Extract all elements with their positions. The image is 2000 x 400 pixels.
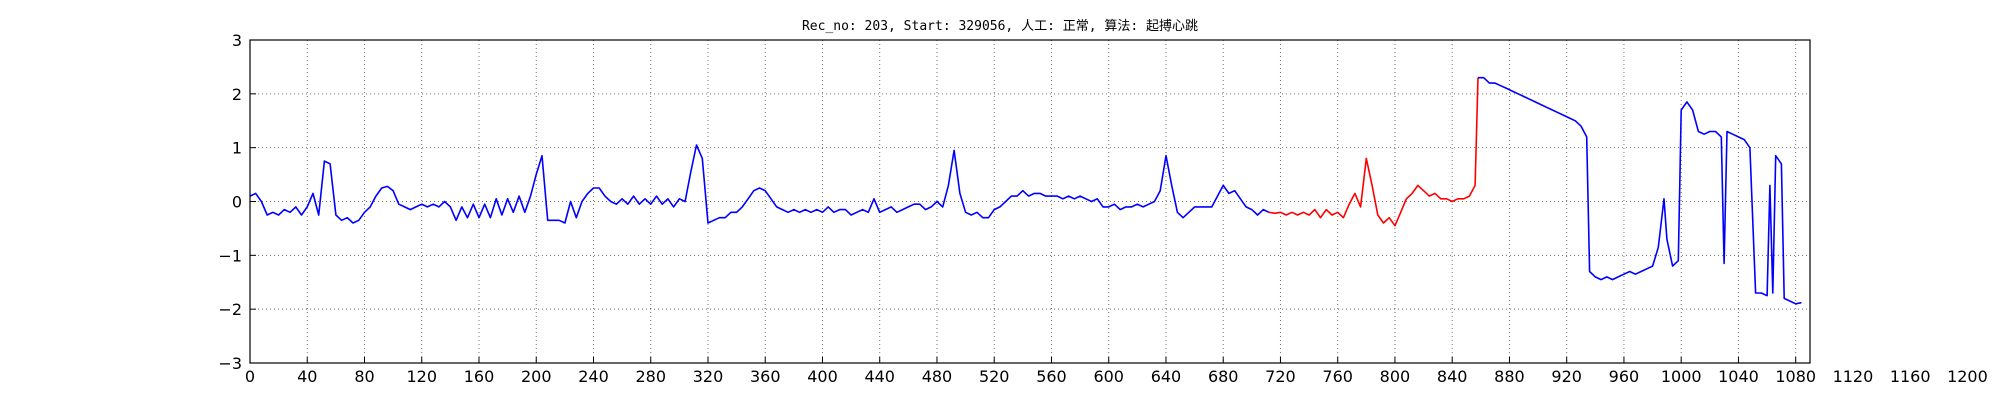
x-tick-label: 280: [635, 367, 666, 386]
x-tick-label: 560: [1036, 367, 1067, 386]
x-tick-label: 960: [1609, 367, 1640, 386]
x-tick-label: 920: [1551, 367, 1582, 386]
x-tick-label: 1200: [1947, 367, 1988, 386]
y-tick-label: 0: [232, 193, 242, 212]
y-axis: −3 −2 −1 0 1 2 3: [218, 31, 256, 373]
x-tick-label: 600: [1093, 367, 1124, 386]
x-tick-label: 680: [1208, 367, 1239, 386]
y-tick-label: 2: [232, 85, 242, 104]
x-tick-label: 1080: [1775, 367, 1816, 386]
x-tick-label: 480: [922, 367, 953, 386]
x-tick-label: 240: [578, 367, 609, 386]
x-tick-label: 360: [750, 367, 781, 386]
x-tick-label: 160: [464, 367, 495, 386]
x-tick-label: 800: [1380, 367, 1411, 386]
x-tick-label: 520: [979, 367, 1010, 386]
ecg-series-line-0: [249, 144, 1270, 224]
x-tick-label: 0: [245, 367, 255, 386]
x-tick-label: 120: [406, 367, 437, 386]
x-tick-label: 1160: [1890, 367, 1931, 386]
y-tick-label: −3: [218, 354, 242, 373]
x-tick-label: 200: [521, 367, 552, 386]
x-tick-label: 1120: [1833, 367, 1874, 386]
x-tick-label: 1040: [1718, 367, 1759, 386]
x-tick-label: 40: [297, 367, 317, 386]
x-tick-label: 440: [864, 367, 895, 386]
x-tick-label: 1000: [1661, 367, 1702, 386]
x-tick-label: 80: [354, 367, 374, 386]
x-tick-label: 400: [807, 367, 838, 386]
x-tick-label: 640: [1151, 367, 1182, 386]
x-tick-label: 880: [1494, 367, 1525, 386]
x-tick-label: 840: [1437, 367, 1468, 386]
chart-title: Rec_no: 203, Start: 329056, 人工: 正常, 算法: …: [802, 18, 1198, 34]
grid: [250, 40, 1810, 363]
ecg-series-line-2: [1478, 76, 1802, 305]
ecg-series-line-1: [1268, 77, 1479, 227]
series-layer: [249, 76, 1802, 305]
x-tick-label: 720: [1265, 367, 1296, 386]
y-tick-label: −1: [218, 246, 242, 265]
y-tick-label: −2: [218, 300, 242, 319]
y-tick-label: 1: [232, 139, 242, 158]
y-tick-label: 3: [232, 31, 242, 50]
x-tick-label: 760: [1322, 367, 1353, 386]
x-axis: 0 40 80 120 160 200 240 280 320 360 400 440 480 520 56…: [245, 357, 1988, 386]
x-tick-label: 320: [693, 367, 724, 386]
